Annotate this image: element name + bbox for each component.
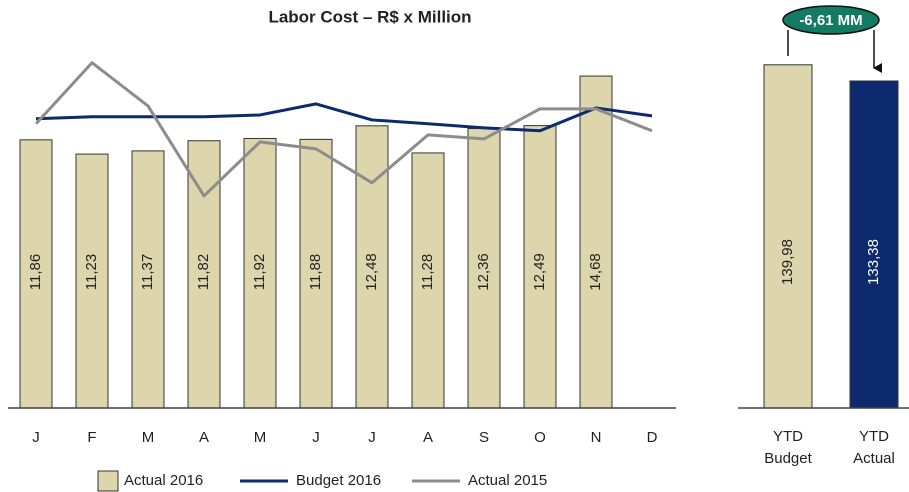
value-label: 11,37 (139, 254, 156, 290)
value-label: 11,88 (307, 254, 324, 290)
value-label: 14,68 (587, 253, 604, 291)
x-tick-label: J (312, 429, 320, 446)
legend-label: Budget 2016 (296, 472, 381, 489)
bar (411, 152, 445, 409)
value-label: 12,36 (475, 253, 492, 291)
bar (467, 128, 501, 409)
x-tick-label: D (647, 429, 658, 446)
x-tick-label: F (87, 429, 96, 446)
value-label: 139,98 (779, 239, 796, 285)
x-tick-label: YTD Actual (853, 428, 895, 467)
x-tick-label: M (254, 429, 267, 446)
x-tick-label: O (534, 429, 546, 446)
bar (19, 139, 53, 409)
line-series (34, 61, 653, 198)
annotation: -6,61 MM (799, 12, 862, 29)
legend-label: Actual 2015 (468, 472, 547, 489)
value-label: 11,82 (195, 254, 212, 290)
x-tick-label: A (423, 429, 433, 446)
x-tick-label: J (368, 429, 376, 446)
x-tick-label: J (32, 429, 40, 446)
bar (131, 150, 165, 409)
bar (523, 125, 557, 409)
value-label: 133,38 (865, 239, 882, 285)
value-label: 12,49 (531, 253, 548, 291)
value-label: 12,48 (363, 253, 380, 291)
annotation-badge (782, 5, 880, 35)
x-tick-label: N (591, 429, 602, 446)
bar (849, 80, 899, 409)
x-tick-label: M (142, 429, 155, 446)
legend-swatch (97, 470, 119, 492)
bar (299, 138, 333, 409)
value-label: 11,86 (27, 254, 44, 290)
bar (579, 75, 613, 409)
chart-title: Labor Cost – R$ x Million (268, 7, 471, 26)
value-label: 11,23 (83, 254, 100, 290)
line-series (35, 102, 653, 133)
x-tick-label: S (479, 429, 489, 446)
legend-label: Actual 2016 (124, 472, 203, 489)
value-label: 11,92 (251, 254, 268, 290)
value-label: 11,28 (419, 254, 436, 290)
bar (763, 64, 813, 409)
x-tick-label: YTD Budget (764, 428, 812, 467)
x-tick-label: A (199, 429, 209, 446)
bar (243, 137, 277, 409)
